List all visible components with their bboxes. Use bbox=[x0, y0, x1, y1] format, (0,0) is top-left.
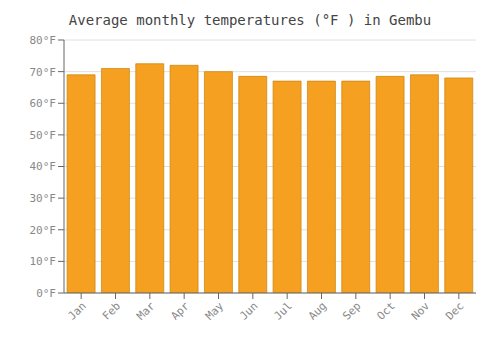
svg-text:Dec: Dec bbox=[443, 299, 466, 322]
svg-text:Feb: Feb bbox=[100, 299, 123, 322]
html-text:Average monthly temperatures (: Average monthly temperatures (°F ) in Ge… bbox=[68, 12, 432, 28]
svg-text:Sep: Sep bbox=[340, 299, 363, 322]
svg-text:80°F: 80°F bbox=[30, 34, 57, 47]
svg-text:50°F: 50°F bbox=[30, 129, 57, 142]
svg-text:Aug: Aug bbox=[306, 299, 329, 322]
svg-text:30°F: 30°F bbox=[30, 192, 57, 205]
svg-text:60°F: 60°F bbox=[30, 97, 57, 110]
svg-text:Jul: Jul bbox=[272, 299, 295, 322]
svg-text:Oct: Oct bbox=[375, 299, 398, 322]
svg-text:Apr: Apr bbox=[169, 299, 193, 323]
svg-text:May: May bbox=[203, 299, 227, 323]
svg-text:10°F: 10°F bbox=[30, 255, 57, 268]
svg-text:Nov: Nov bbox=[409, 299, 433, 323]
svg-text:Jan: Jan bbox=[66, 299, 89, 322]
svg-text:40°F: 40°F bbox=[30, 160, 57, 173]
svg-text:70°F: 70°F bbox=[30, 66, 57, 79]
svg-text:Mar: Mar bbox=[134, 299, 158, 323]
svg-text:20°F: 20°F bbox=[30, 224, 57, 237]
svg-text:0°F: 0°F bbox=[36, 287, 56, 300]
svg-text:Jun: Jun bbox=[237, 299, 260, 322]
